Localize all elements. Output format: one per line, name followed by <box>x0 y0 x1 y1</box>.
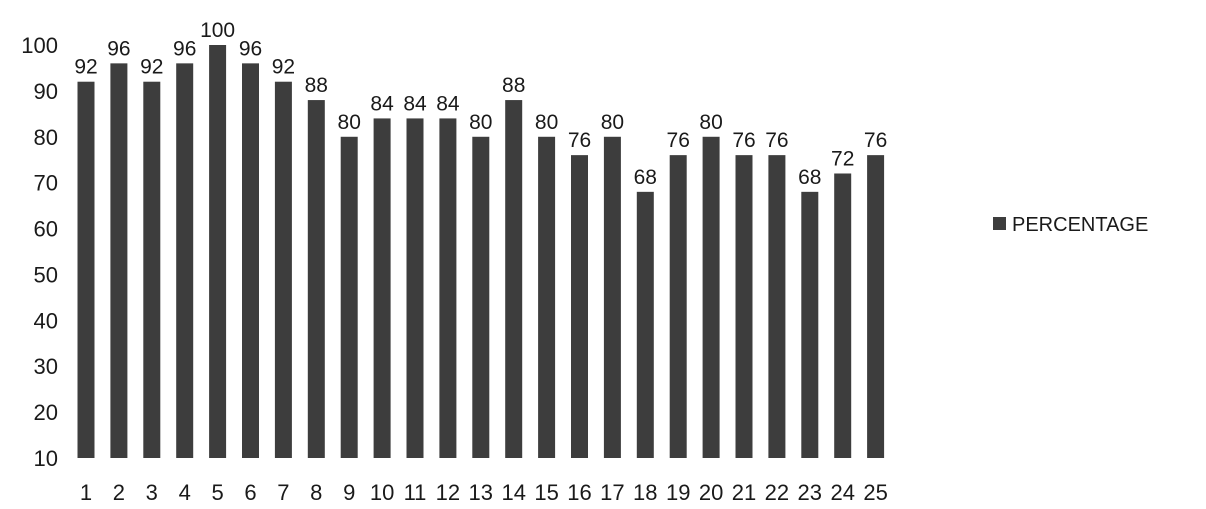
bar <box>110 63 128 458</box>
bar-value-label: 76 <box>765 129 788 152</box>
bar-value-label: 80 <box>469 111 492 134</box>
bar <box>439 118 457 458</box>
bar <box>571 155 588 458</box>
bar <box>143 81 161 458</box>
bar <box>274 81 292 458</box>
bar <box>768 155 786 458</box>
bar <box>406 118 424 458</box>
bar <box>505 100 523 459</box>
x-tick-label: 9 <box>343 480 355 505</box>
bar-value-label: 76 <box>667 129 690 152</box>
bar-value-label: 80 <box>338 111 361 134</box>
bar-value-label: 96 <box>239 37 262 60</box>
bar-value-label: 84 <box>436 92 460 115</box>
y-tick-label: 10 <box>34 446 58 471</box>
x-tick-label: 23 <box>798 480 822 505</box>
bar-value-label: 92 <box>140 56 163 79</box>
y-tick-label: 100 <box>21 33 58 58</box>
bar-value-label: 84 <box>370 92 394 115</box>
bar <box>636 191 654 458</box>
bar <box>472 136 490 458</box>
bar-value-label: 100 <box>200 19 235 42</box>
y-tick-label: 70 <box>34 171 58 196</box>
bar-value-label: 80 <box>699 111 722 134</box>
legend-label: PERCENTAGE <box>1012 214 1148 236</box>
bar-value-label: 72 <box>831 147 854 170</box>
bar <box>538 136 556 458</box>
y-tick-label: 50 <box>34 262 58 287</box>
bar-value-label: 76 <box>568 129 591 152</box>
x-tick-label: 25 <box>863 480 887 505</box>
x-tick-label: 14 <box>501 480 525 505</box>
bar <box>801 191 819 458</box>
bar-value-label: 96 <box>107 37 130 60</box>
x-tick-label: 11 <box>404 480 427 505</box>
y-axis: 10 20 30 40 50 60 70 80 90 100 <box>21 33 58 471</box>
x-tick-label: 7 <box>277 480 289 505</box>
x-axis: 1 2 3 4 5 6 7 8 9 10 11 12 13 14 15 16 17 18 19 20 21 22 23 24 2… <box>80 480 888 505</box>
x-tick-label: 12 <box>436 480 460 505</box>
y-tick-label: 40 <box>34 308 58 333</box>
x-tick-label: 5 <box>211 480 223 505</box>
bar <box>209 45 227 458</box>
bar-value-label: 92 <box>74 56 97 79</box>
x-tick-label: 3 <box>146 480 158 505</box>
bar-value-label: 84 <box>403 92 427 115</box>
bar-value-label: 88 <box>305 74 328 97</box>
x-tick-label: 24 <box>830 480 854 505</box>
bar-value-label: 68 <box>798 166 821 189</box>
bar <box>867 155 885 458</box>
bar-value-label: 88 <box>502 74 525 97</box>
bar <box>340 136 358 458</box>
bar-value-label: 80 <box>535 111 558 134</box>
y-tick-label: 20 <box>34 400 58 425</box>
x-tick-label: 18 <box>633 480 657 505</box>
x-tick-label: 13 <box>469 480 493 505</box>
x-tick-label: 8 <box>310 480 322 505</box>
legend-swatch <box>993 217 1006 230</box>
x-tick-label: 22 <box>765 480 789 505</box>
bar-value-label: 80 <box>601 111 624 134</box>
x-tick-label: 21 <box>732 480 756 505</box>
x-tick-label: 20 <box>699 480 723 505</box>
bar <box>603 136 621 458</box>
bar <box>735 155 753 458</box>
x-tick-label: 16 <box>567 480 591 505</box>
bar <box>307 100 325 459</box>
y-tick-label: 90 <box>34 79 58 104</box>
bar-value-label: 68 <box>634 166 657 189</box>
bars <box>77 45 885 459</box>
bar <box>702 136 720 458</box>
x-tick-label: 4 <box>179 480 191 505</box>
legend: PERCENTAGE <box>993 214 1148 236</box>
x-tick-label: 10 <box>370 480 394 505</box>
bar <box>669 155 687 458</box>
x-tick-label: 2 <box>113 480 125 505</box>
bar <box>242 63 259 458</box>
x-tick-label: 17 <box>600 480 624 505</box>
y-tick-label: 80 <box>34 125 58 150</box>
x-tick-label: 15 <box>534 480 558 505</box>
bar <box>77 81 95 458</box>
bar-value-label: 92 <box>272 56 295 79</box>
bar <box>176 63 194 458</box>
y-tick-label: 60 <box>34 217 58 242</box>
bar <box>834 173 852 458</box>
bar-value-label: 96 <box>173 37 196 60</box>
y-tick-label: 30 <box>34 354 58 379</box>
bar <box>373 118 391 458</box>
x-tick-label: 19 <box>666 480 690 505</box>
bar-value-label: 76 <box>732 129 755 152</box>
bar-value-label: 76 <box>864 129 887 152</box>
x-tick-label: 1 <box>80 480 92 505</box>
x-tick-label: 6 <box>244 480 256 505</box>
